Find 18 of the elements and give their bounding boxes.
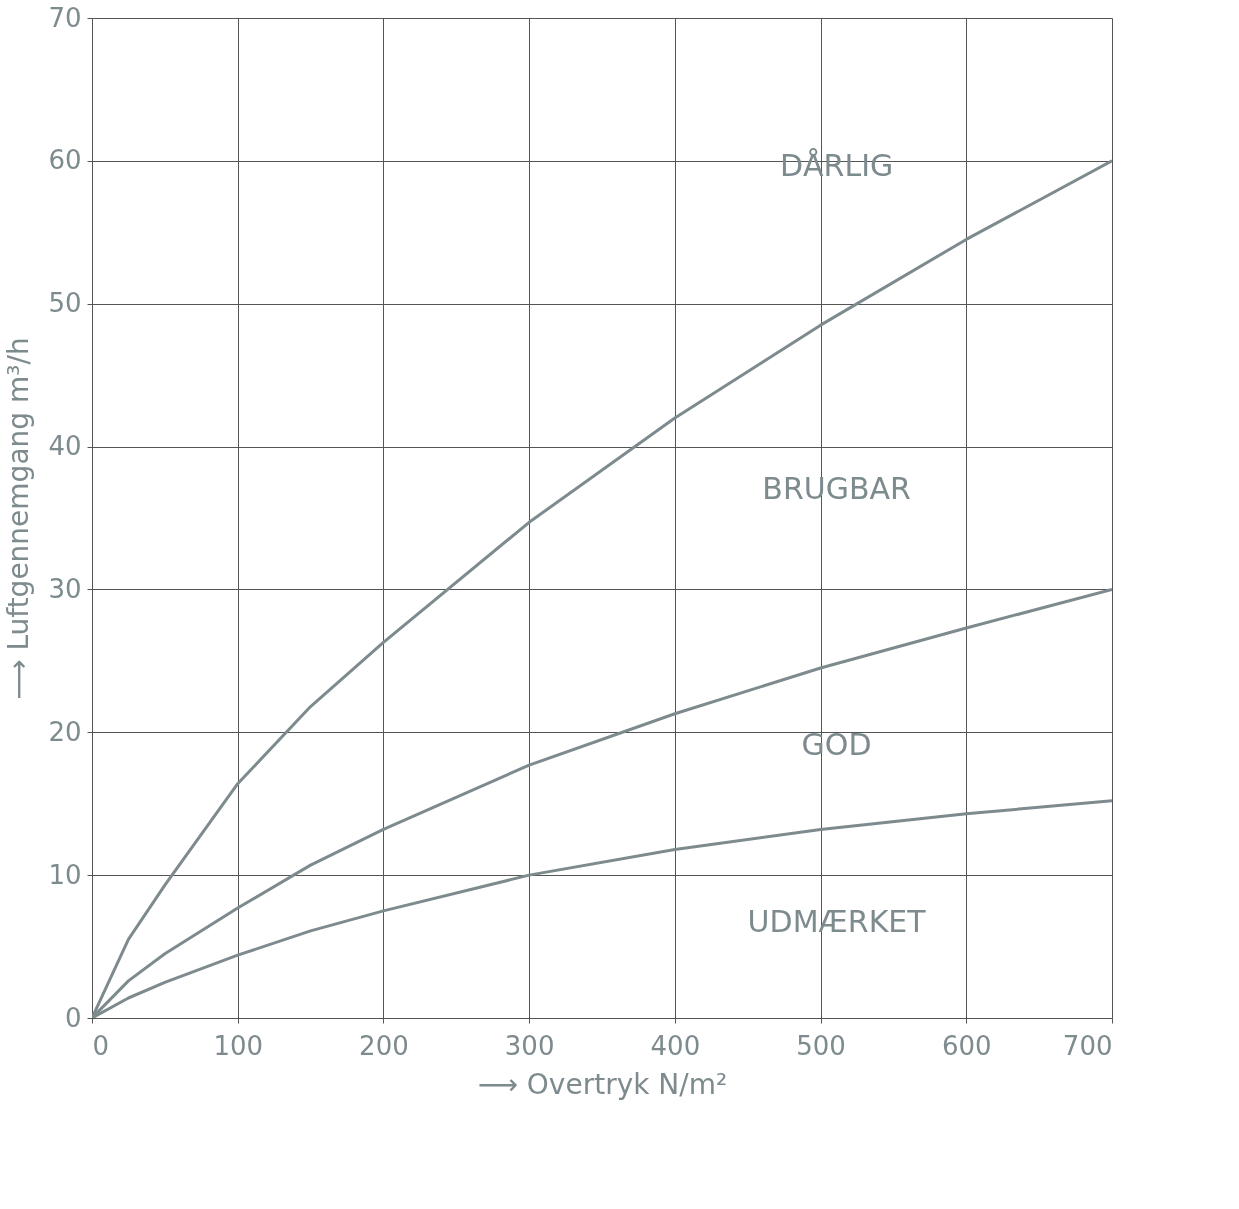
y-tick-label: 70 xyxy=(48,2,82,33)
y-tick-label: 0 xyxy=(64,1002,82,1033)
x-tick-label: 300 xyxy=(504,1030,555,1061)
x-axis-title: ⟶ Overtryk N/m² xyxy=(477,1067,728,1101)
x-tick-label: 200 xyxy=(359,1030,409,1061)
x-tick-label: 600 xyxy=(941,1030,992,1061)
x-tick-label: 500 xyxy=(796,1030,846,1061)
y-axis-title: ⟶ Luftgennemgang m³/h xyxy=(2,337,36,700)
y-tick-label: 30 xyxy=(48,573,82,604)
x-tick-label: 400 xyxy=(650,1030,701,1061)
x-tick-label: 0 xyxy=(92,1030,110,1061)
x-tick-label: 100 xyxy=(213,1030,264,1061)
y-tick-label: 40 xyxy=(48,431,82,462)
y-tick-label: 60 xyxy=(48,145,82,176)
y-tick-label: 10 xyxy=(48,859,82,890)
x-tick-label: 700 xyxy=(1062,1030,1113,1061)
y-tick-label: 20 xyxy=(48,716,82,747)
y-tick-label: 50 xyxy=(48,288,82,319)
